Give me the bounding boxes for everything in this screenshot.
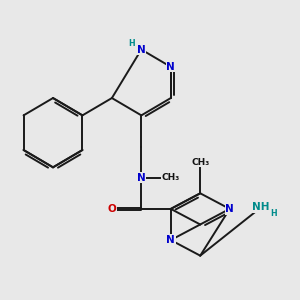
Text: N: N	[137, 173, 146, 183]
Text: NH: NH	[252, 202, 270, 212]
Text: N: N	[137, 44, 146, 55]
Text: H: H	[128, 39, 135, 48]
Text: O: O	[107, 204, 116, 214]
Text: N: N	[167, 235, 175, 245]
Text: N: N	[167, 62, 175, 72]
Text: H: H	[270, 208, 277, 217]
Text: N: N	[225, 204, 234, 214]
Text: CH₃: CH₃	[162, 173, 180, 182]
Text: CH₃: CH₃	[191, 158, 209, 166]
